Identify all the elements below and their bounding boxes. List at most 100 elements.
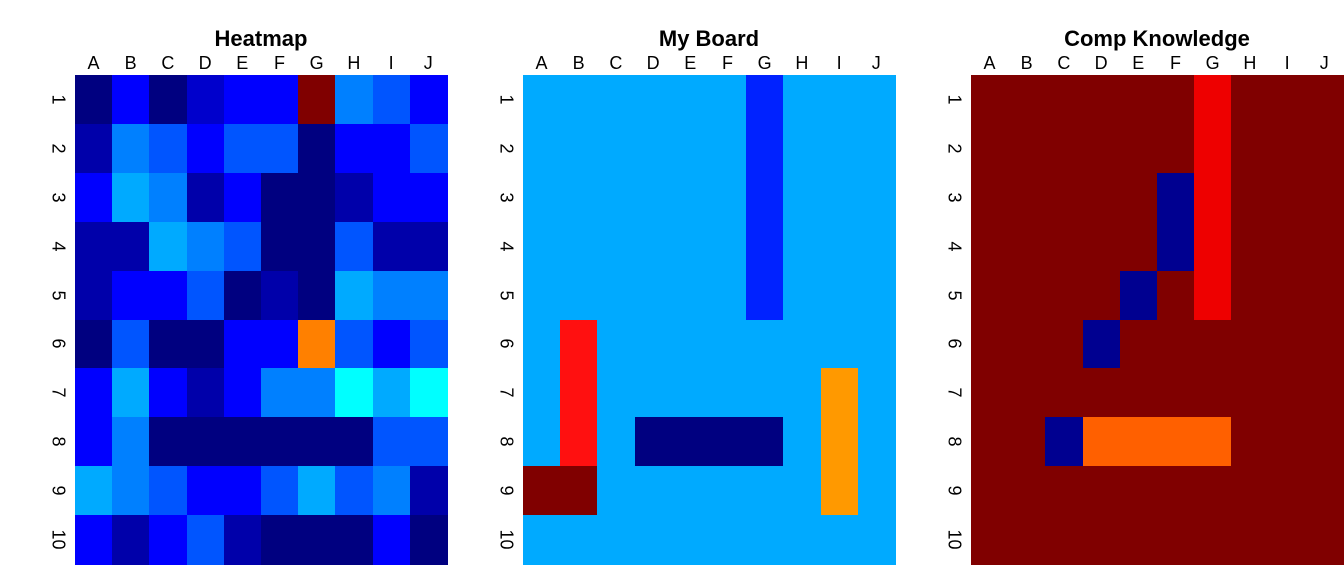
cell-A9 — [971, 466, 1009, 516]
cell-E4 — [1119, 221, 1158, 272]
cell-J1 — [1305, 75, 1344, 125]
cell-E3 — [1119, 172, 1158, 223]
cell-I6 — [820, 319, 859, 369]
cell-I4 — [1268, 221, 1307, 272]
cell-C8 — [1045, 417, 1084, 467]
row-label-7: 7 — [48, 387, 69, 398]
row-label-3: 3 — [48, 192, 69, 203]
cell-G10 — [298, 515, 336, 565]
cell-D5 — [634, 270, 673, 321]
cell-A9 — [523, 466, 561, 516]
cell-F1 — [261, 75, 299, 125]
row-label-4: 4 — [944, 241, 965, 252]
cell-D6 — [186, 319, 225, 369]
cell-E6 — [223, 319, 262, 369]
cell-B2 — [560, 123, 598, 174]
cell-D2 — [1082, 123, 1121, 174]
cell-G4 — [298, 221, 336, 272]
cell-J10 — [409, 515, 448, 565]
column-label-D: D — [646, 53, 660, 73]
cell-A10 — [75, 515, 113, 565]
row-label-3: 3 — [496, 192, 517, 203]
cell-J6 — [1305, 319, 1344, 369]
cell-B6 — [1008, 319, 1046, 369]
cell-A10 — [971, 515, 1009, 565]
cell-G4 — [746, 221, 784, 272]
cell-H4 — [1231, 221, 1270, 272]
cell-A1 — [75, 75, 113, 125]
column-label-J: J — [871, 53, 881, 73]
row-label-2: 2 — [944, 143, 965, 154]
cell-D9 — [634, 466, 673, 516]
cell-A9 — [75, 466, 113, 516]
row-label-1: 1 — [944, 94, 965, 105]
cell-E8 — [671, 417, 710, 467]
cell-B8 — [1008, 417, 1046, 467]
cell-A7 — [75, 368, 113, 418]
cell-C9 — [1045, 466, 1084, 516]
column-label-A: A — [87, 53, 100, 73]
cell-F2 — [1157, 123, 1195, 174]
cell-J5 — [1305, 270, 1344, 321]
cell-A7 — [971, 368, 1009, 418]
row-label-9: 9 — [48, 485, 69, 496]
cell-H1 — [335, 75, 374, 125]
cell-H3 — [783, 172, 822, 223]
cell-J9 — [857, 466, 896, 516]
cell-B2 — [1008, 123, 1046, 174]
cell-F6 — [709, 319, 747, 369]
cell-B6 — [560, 319, 598, 369]
column-label-F: F — [274, 53, 285, 73]
cell-A10 — [523, 515, 561, 565]
comp-knowledge-grid — [971, 75, 1344, 565]
cell-H9 — [335, 466, 374, 516]
column-label-A: A — [535, 53, 548, 73]
cell-B5 — [1008, 270, 1046, 321]
cell-J7 — [857, 368, 896, 418]
cell-G6 — [298, 319, 336, 369]
cell-F3 — [709, 172, 747, 223]
row-label-9: 9 — [496, 485, 517, 496]
cell-I4 — [820, 221, 859, 272]
row-label-7: 7 — [944, 387, 965, 398]
cell-G3 — [298, 172, 336, 223]
row-label-10: 10 — [496, 529, 517, 550]
cell-J8 — [1305, 417, 1344, 467]
cell-H3 — [1231, 172, 1270, 223]
row-label-6: 6 — [48, 338, 69, 349]
cell-G5 — [1194, 270, 1232, 321]
cell-G8 — [746, 417, 784, 467]
cell-B10 — [1008, 515, 1046, 565]
cell-A6 — [971, 319, 1009, 369]
cell-F6 — [1157, 319, 1195, 369]
cell-G10 — [746, 515, 784, 565]
cell-F4 — [261, 221, 299, 272]
column-label-C: C — [1057, 53, 1071, 73]
cell-C5 — [1045, 270, 1084, 321]
cell-A1 — [971, 75, 1009, 125]
cell-C2 — [597, 123, 636, 174]
cell-B9 — [112, 466, 150, 516]
cell-F5 — [709, 270, 747, 321]
cell-H7 — [1231, 368, 1270, 418]
cell-H6 — [1231, 319, 1270, 369]
cell-B7 — [112, 368, 150, 418]
cell-C7 — [149, 368, 188, 418]
column-label-A: A — [983, 53, 996, 73]
cell-C4 — [597, 221, 636, 272]
column-label-G: G — [309, 53, 324, 73]
cell-A7 — [523, 368, 561, 418]
cell-I1 — [372, 75, 411, 125]
cell-B3 — [560, 172, 598, 223]
cell-H5 — [1231, 270, 1270, 321]
cell-D7 — [1082, 368, 1121, 418]
cell-D5 — [1082, 270, 1121, 321]
cell-I5 — [372, 270, 411, 321]
cell-J4 — [409, 221, 448, 272]
cell-G9 — [746, 466, 784, 516]
cell-E1 — [1119, 75, 1158, 125]
cell-A6 — [75, 319, 113, 369]
cell-F1 — [1157, 75, 1195, 125]
row-label-2: 2 — [496, 143, 517, 154]
cell-C6 — [597, 319, 636, 369]
